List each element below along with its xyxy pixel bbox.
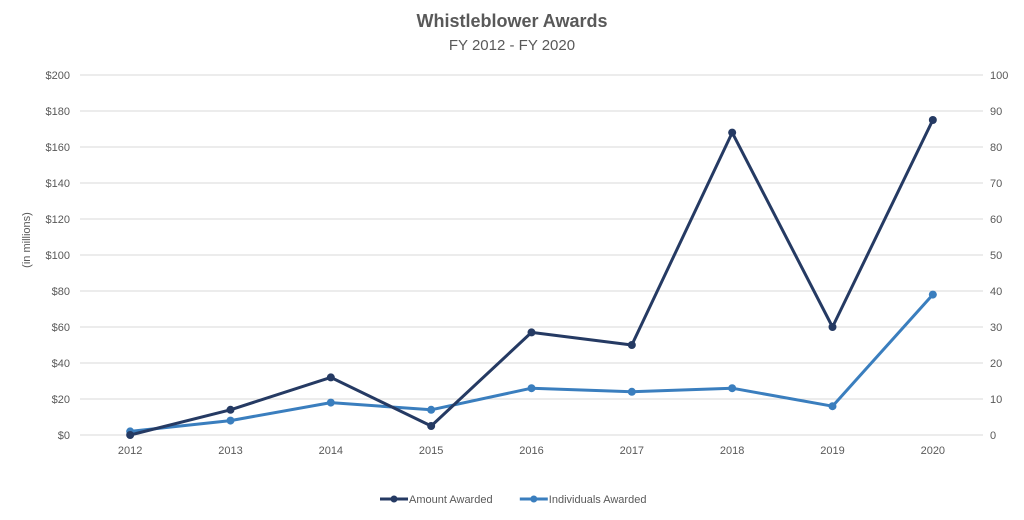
chart-subtitle: FY 2012 - FY 2020 [449,37,575,54]
x-tick-label: 2012 [118,445,142,457]
data-point-individuals-awarded [527,384,536,393]
left-tick-label: $200 [46,70,70,82]
data-point-amount-awarded [427,422,436,430]
right-tick-label: 90 [990,106,1002,118]
left-tick-label: $60 [52,322,70,334]
right-tick-label: 50 [990,250,1002,262]
right-tick-label: 30 [990,322,1002,334]
data-point-amount-awarded [627,341,636,349]
legend-marker-amount-awarded [390,495,398,503]
legend: Amount Awarded Individuals Awarded [380,494,646,506]
legend-label-amount-awarded: Amount Awarded [409,494,493,506]
legend-label-individuals-awarded: Individuals Awarded [549,494,647,506]
data-point-amount-awarded [928,116,937,124]
right-tick-label: 80 [990,142,1002,154]
left-tick-label: $180 [46,106,70,118]
x-tick-label: 2017 [620,445,644,457]
data-point-individuals-awarded [627,387,636,396]
x-tick-label: 2013 [218,445,242,457]
right-tick-label: 60 [990,214,1002,226]
left-tick-label: $40 [52,358,70,370]
data-point-amount-awarded [527,328,536,337]
right-tick-label: 40 [990,286,1002,298]
data-point-amount-awarded [828,323,837,331]
x-tick-label: 2018 [720,445,744,457]
data-point-amount-awarded [126,431,135,439]
right-tick-label: 10 [990,394,1002,406]
x-tick-label: 2020 [921,445,945,457]
left-tick-label: $140 [46,178,70,190]
x-tick-label: 2016 [519,445,543,457]
chart-title: Whistleblower Awards [416,11,607,31]
gridlines [80,74,983,436]
left-tick-label: $120 [46,214,70,226]
legend-marker-individuals-awarded [530,495,538,503]
data-point-individuals-awarded [728,384,737,393]
data-point-individuals-awarded [828,402,837,411]
data-point-amount-awarded [728,128,737,137]
left-tick-label: $80 [52,286,70,298]
right-axis-ticks: 0 10 20 30 40 50 60 70 80 90 100 [990,70,1008,442]
series-layer [126,116,937,439]
left-tick-label: $100 [46,250,70,262]
x-tick-label: 2019 [820,445,844,457]
data-point-amount-awarded [326,373,335,382]
y-axis-title: (in millions) [21,212,33,268]
right-tick-label: 70 [990,178,1002,190]
x-tick-label: 2015 [419,445,443,457]
left-axis-ticks: $0 $20 $40 $60 $80 $100 $120 $140 $160 $180 $200 [46,70,70,442]
right-tick-label: 100 [990,70,1008,82]
data-point-individuals-awarded [427,405,436,414]
x-tick-label: 2014 [319,445,343,457]
x-axis-ticks: 2012 2013 2014 2015 2016 2017 2018 2019 2020 [118,445,945,457]
right-tick-label: 20 [990,358,1002,370]
data-point-amount-awarded [226,405,235,414]
left-tick-label: $0 [58,430,70,442]
left-tick-label: $160 [46,142,70,154]
right-tick-label: 0 [990,430,996,442]
data-point-individuals-awarded [326,398,335,407]
data-point-individuals-awarded [928,290,937,299]
data-point-individuals-awarded [226,416,235,425]
left-tick-label: $20 [52,394,70,406]
